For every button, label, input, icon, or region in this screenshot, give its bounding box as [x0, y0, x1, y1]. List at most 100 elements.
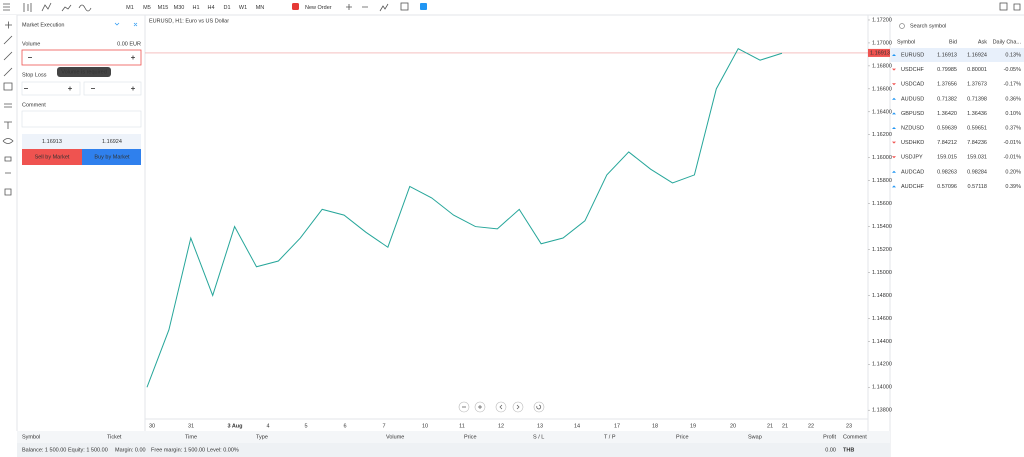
price-label: 1.14800 — [872, 293, 892, 299]
buy-label: Buy by Market — [94, 154, 130, 160]
positions-col: Symbol — [22, 434, 40, 440]
search-icon — [899, 23, 905, 29]
watch-cell: 159.015 — [937, 155, 957, 161]
price-label: 1.16200 — [872, 132, 892, 138]
stop-loss-input[interactable] — [21, 81, 81, 96]
account-info: Equity: 1 500.00 — [68, 447, 108, 453]
sell-button[interactable] — [22, 149, 82, 165]
screenshot-icon — [400, 2, 409, 11]
watch-cell: USDJPY — [901, 155, 923, 161]
price-label: 1.14200 — [872, 362, 892, 368]
trend-arrow — [892, 54, 896, 56]
trend-arrow — [892, 97, 896, 100]
tooltip: Volume is required — [61, 69, 107, 75]
watch-cell: 0.37% — [1005, 125, 1021, 131]
selected-row — [891, 48, 1024, 62]
buy-button[interactable] — [82, 149, 141, 165]
date-label: 10 — [422, 423, 428, 429]
search-placeholder: Search symbol — [910, 23, 946, 29]
watch-cell: 0.79985 — [937, 67, 957, 73]
positions-col: Time — [185, 434, 197, 440]
watch-col: Ask — [978, 39, 987, 45]
trend-arrow — [892, 141, 896, 144]
watch-cell: 0.98263 — [937, 169, 957, 175]
label: Stop Loss — [22, 72, 47, 78]
price-label: 1.16600 — [872, 86, 892, 92]
ask-price: 1.16924 — [102, 139, 122, 145]
date-label: 12 — [498, 423, 504, 429]
stepper-sign — [131, 55, 135, 60]
watch-col: Bid — [949, 39, 957, 45]
watch-cell: AUDCHF — [901, 184, 925, 190]
date-label: 5 — [304, 423, 307, 429]
price-label: 1.14400 — [872, 339, 892, 345]
positions-header — [17, 431, 890, 443]
scroll-left[interactable] — [495, 401, 507, 413]
panel-title: Market Execution — [22, 22, 65, 28]
area-icon — [61, 4, 72, 12]
timeframe: M5 — [143, 5, 151, 11]
watch-col: Symbol — [897, 39, 915, 45]
watch-cell: -0.01% — [1004, 140, 1022, 146]
toolbar-icons — [2, 2, 1021, 196]
drawing-tools — [2, 21, 14, 196]
timeframe: D1 — [223, 5, 230, 11]
watch-cell: NZDUSD — [901, 125, 924, 131]
positions-col: T / P — [604, 434, 616, 440]
wave-icon — [78, 4, 92, 12]
stepper-sign — [131, 86, 135, 91]
positions-footer — [17, 443, 890, 457]
date-label: 6 — [343, 423, 346, 429]
stepper-sign — [68, 86, 72, 91]
watch-cell: -0.01% — [1004, 155, 1022, 161]
candle-icon — [23, 3, 32, 12]
profit: 0.00 — [825, 447, 836, 453]
price-label: 1.15600 — [872, 201, 892, 207]
watch-cell: 1.37656 — [937, 82, 957, 88]
comment-input[interactable] — [21, 110, 142, 128]
price-label: 1.15800 — [872, 178, 892, 184]
positions-col: Ticket — [107, 434, 122, 440]
watch-cell: AUDCAD — [901, 169, 924, 175]
watch-cell: 0.13% — [1005, 52, 1021, 58]
price-label: 1.16800 — [872, 63, 892, 69]
current-price-tag — [868, 48, 890, 57]
watch-cell: 159.031 — [967, 155, 987, 161]
watch-cell: AUDUSD — [901, 96, 924, 102]
tool-sidebar — [0, 15, 17, 431]
currency: THB — [843, 447, 854, 453]
watch-cell: 0.59639 — [937, 125, 957, 131]
positions-col: Price — [464, 434, 477, 440]
watch-cell: 1.36436 — [967, 111, 987, 117]
positions-col: Type — [256, 434, 268, 440]
trend-arrow — [892, 170, 896, 173]
new-order-icon — [292, 3, 299, 10]
date-label: 23 — [846, 423, 852, 429]
positions-col: Profit — [823, 434, 836, 440]
watch-cell: 0.98284 — [967, 169, 987, 175]
menu-icon — [3, 3, 10, 11]
label: 0.00 EUR — [117, 41, 141, 47]
price-label: 1.17000 — [872, 40, 892, 46]
price-label: 1.13800 — [872, 408, 892, 414]
volume-input[interactable] — [21, 49, 142, 66]
new-order: New Order — [305, 5, 332, 11]
date-label: 18 — [652, 423, 658, 429]
account-info: Level: 0.00% — [207, 447, 239, 453]
watch-cell: 0.59651 — [967, 125, 987, 131]
watch-cell: 0.39% — [1005, 184, 1021, 190]
chart-nav — [458, 401, 545, 413]
timeframe: M1 — [126, 5, 134, 11]
quote-row — [22, 134, 141, 149]
window-icon — [999, 2, 1008, 11]
search-box[interactable] — [895, 19, 1020, 33]
account-info: Free margin: 1 500.00 — [151, 447, 205, 453]
take-profit-input[interactable] — [83, 81, 142, 96]
positions-col: Swap — [748, 434, 762, 440]
watch-cell: 0.57118 — [968, 184, 987, 190]
watch-cell: 0.80001 — [967, 67, 987, 73]
price-label: 1.17200 — [872, 17, 892, 23]
scroll-right[interactable] — [512, 401, 524, 413]
reset[interactable] — [533, 401, 545, 413]
